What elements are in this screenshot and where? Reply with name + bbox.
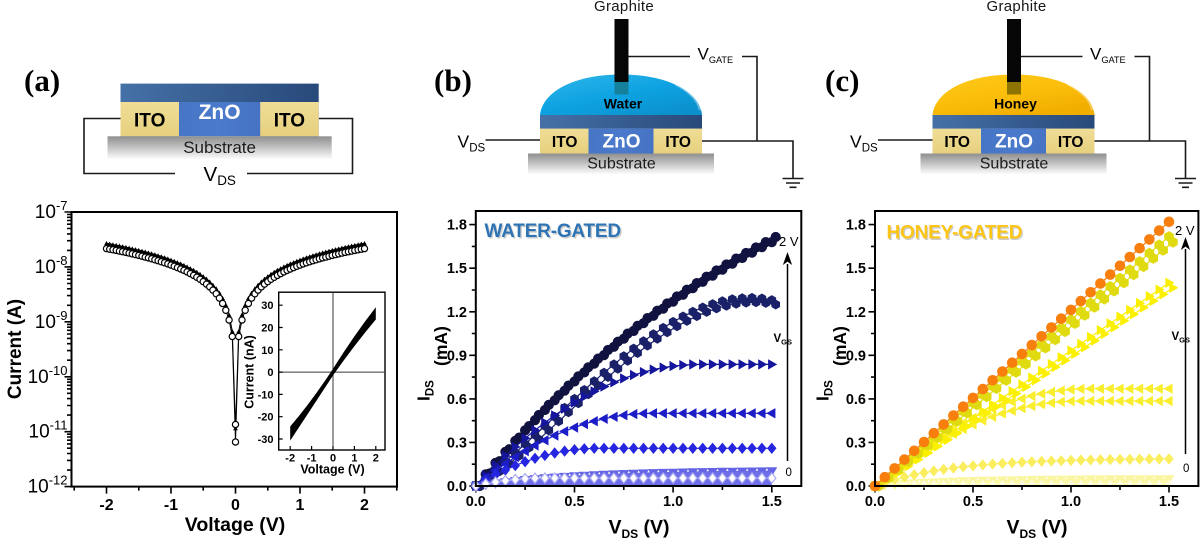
svg-text:ZnO: ZnO [199, 101, 241, 124]
svg-text:Current (nA): Current (nA) [243, 335, 257, 409]
svg-text:0.9: 0.9 [447, 348, 467, 364]
svg-text:-1: -1 [307, 453, 317, 465]
svg-text:0.0: 0.0 [447, 479, 467, 495]
svg-text:0.3: 0.3 [447, 435, 467, 451]
svg-text:1.8: 1.8 [447, 218, 467, 234]
svg-text:1.0: 1.0 [663, 494, 683, 510]
svg-text:-30: -30 [258, 434, 274, 446]
svg-text:0.3: 0.3 [846, 435, 866, 451]
svg-text:-10: -10 [258, 389, 274, 401]
svg-text:WATER-GATED: WATER-GATED [485, 221, 621, 242]
svg-text:0.0: 0.0 [865, 494, 885, 510]
svg-text:HONEY-GATED: HONEY-GATED [888, 224, 1024, 245]
svg-text:10: 10 [261, 345, 273, 357]
svg-text:1.5: 1.5 [762, 494, 782, 510]
svg-text:ZnO: ZnO [603, 132, 641, 153]
svg-text:Substrate: Substrate [587, 156, 656, 173]
svg-text:0: 0 [330, 453, 336, 465]
svg-text:-1: -1 [164, 497, 178, 514]
svg-text:1.5: 1.5 [1159, 494, 1179, 510]
svg-text:ITO: ITO [665, 134, 691, 151]
svg-text:ITO: ITO [274, 111, 305, 132]
svg-text:Voltage (V): Voltage (V) [185, 514, 285, 536]
svg-text:30: 30 [261, 300, 273, 312]
svg-text:Voltage (V): Voltage (V) [300, 463, 364, 477]
svg-text:(b): (b) [434, 63, 472, 98]
svg-text:ITO: ITO [134, 111, 165, 132]
svg-text:2 V: 2 V [779, 234, 799, 249]
svg-text:0: 0 [786, 467, 792, 479]
svg-text:0.5: 0.5 [963, 494, 983, 510]
svg-text:ITO: ITO [552, 134, 578, 151]
svg-text:1.2: 1.2 [846, 305, 866, 321]
svg-text:Honey: Honey [994, 95, 1037, 111]
svg-text:(mA): (mA) [431, 326, 451, 366]
svg-text:(a): (a) [24, 63, 60, 98]
svg-text:VDS (V): VDS (V) [608, 516, 669, 541]
svg-text:0: 0 [267, 367, 273, 379]
svg-text:1: 1 [351, 453, 357, 465]
svg-text:0.6: 0.6 [447, 392, 467, 408]
svg-text:(mA): (mA) [830, 326, 850, 366]
svg-text:2: 2 [360, 497, 369, 514]
svg-text:WATER-GATED: WATER-GATED [486, 223, 622, 244]
svg-text:Graphite: Graphite [987, 0, 1047, 15]
svg-text:ITO: ITO [944, 134, 970, 151]
svg-text:1.0: 1.0 [1061, 494, 1081, 510]
svg-text:0: 0 [1183, 463, 1189, 475]
svg-text:0.9: 0.9 [846, 348, 866, 364]
svg-text:HONEY-GATED: HONEY-GATED [887, 223, 1023, 244]
svg-text:0.0: 0.0 [466, 494, 486, 510]
svg-text:2: 2 [373, 453, 379, 465]
svg-text:1.8: 1.8 [846, 218, 866, 234]
svg-text:1.5: 1.5 [447, 261, 467, 277]
svg-text:Substrate: Substrate [980, 156, 1049, 173]
svg-text:Substrate: Substrate [183, 138, 256, 157]
svg-text:1: 1 [296, 497, 305, 514]
svg-text:ZnO: ZnO [995, 132, 1033, 153]
svg-text:1.5: 1.5 [846, 261, 866, 277]
svg-text:0: 0 [231, 497, 240, 514]
svg-text:1.2: 1.2 [447, 305, 467, 321]
svg-text:0.6: 0.6 [846, 392, 866, 408]
svg-text:0.5: 0.5 [564, 494, 584, 510]
svg-text:Graphite: Graphite [594, 0, 654, 15]
svg-text:0.0: 0.0 [846, 479, 866, 495]
svg-text:2 V: 2 V [1175, 223, 1195, 238]
svg-text:ITO: ITO [1058, 134, 1084, 151]
svg-text:-20: -20 [258, 412, 274, 424]
svg-text:-2: -2 [99, 497, 113, 514]
svg-text:Water: Water [604, 95, 643, 111]
svg-text:(c): (c) [825, 63, 859, 98]
svg-text:-2: -2 [285, 453, 295, 465]
svg-text:20: 20 [261, 323, 273, 335]
svg-text:Current (A): Current (A) [5, 299, 26, 399]
svg-text:VDS (V): VDS (V) [1006, 516, 1067, 541]
